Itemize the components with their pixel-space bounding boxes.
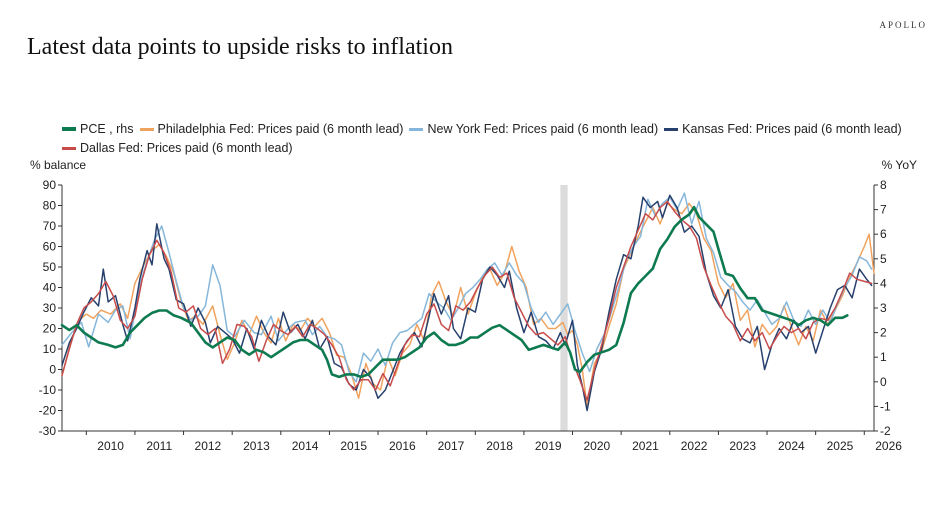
y-left-tick-label: 20 bbox=[43, 322, 57, 336]
x-tick-label: 2016 bbox=[389, 439, 416, 453]
x-tick-label: 2026 bbox=[875, 439, 902, 453]
y-left-tick-label: 30 bbox=[43, 301, 57, 315]
x-tick-label: 2010 bbox=[97, 439, 124, 453]
y-right-tick-label: 3 bbox=[880, 301, 887, 315]
legend-swatch-philadelphia bbox=[139, 127, 154, 131]
y-left-tick-label: 0 bbox=[49, 363, 56, 377]
legend-item-dallas: Dallas Fed: Prices paid (6 month lead) bbox=[62, 141, 293, 155]
legend-swatch-kansas bbox=[664, 127, 679, 131]
legend-item-philadelphia: Philadelphia Fed: Prices paid (6 month l… bbox=[139, 122, 404, 136]
x-tick-label: 2025 bbox=[827, 439, 854, 453]
y-right-tick-label: -1 bbox=[880, 399, 891, 413]
y-left-tick-label: 10 bbox=[43, 342, 57, 356]
y-right-tick-label: 2 bbox=[880, 326, 887, 340]
y-right-tick-label: 1 bbox=[880, 350, 887, 364]
y-left-tick-label: 50 bbox=[43, 260, 57, 274]
x-tick-label: 2022 bbox=[681, 439, 708, 453]
legend-label-new-york: New York Fed: Prices paid (6 month lead) bbox=[427, 122, 659, 136]
legend-label-philadelphia: Philadelphia Fed: Prices paid (6 month l… bbox=[157, 122, 404, 136]
y-left-tick-label: 70 bbox=[43, 219, 57, 233]
brand-logo-text: APOLLO bbox=[879, 20, 927, 30]
legend-label-pce: PCE , rhs bbox=[80, 122, 134, 136]
y-right-tick-label: 0 bbox=[880, 375, 887, 389]
legend-swatch-pce bbox=[62, 127, 76, 131]
x-tick-label: 2020 bbox=[583, 439, 610, 453]
y-right-tick-label: 4 bbox=[880, 276, 887, 290]
chart-legend: PCE , rhs Philadelphia Fed: Prices paid … bbox=[62, 122, 922, 155]
series-line-1 bbox=[61, 202, 875, 408]
legend-item-kansas: Kansas Fed: Prices paid (6 month lead) bbox=[664, 122, 902, 136]
chart-title: Latest data points to upside risks to in… bbox=[27, 34, 453, 60]
x-tick-label: 2024 bbox=[778, 439, 805, 453]
series-line-4 bbox=[61, 200, 873, 402]
x-tick-label: 2018 bbox=[486, 439, 513, 453]
y-left-tick-label: 60 bbox=[43, 240, 57, 254]
legend-swatch-new-york bbox=[409, 127, 424, 131]
legend-swatch-dallas bbox=[62, 146, 76, 150]
y-left-tick-label: 40 bbox=[43, 281, 57, 295]
legend-item-new-york: New York Fed: Prices paid (6 month lead) bbox=[409, 122, 658, 136]
x-tick-label: 2017 bbox=[438, 439, 465, 453]
series-line-0 bbox=[60, 205, 849, 379]
legend-label-kansas: Kansas Fed: Prices paid (6 month lead) bbox=[682, 122, 902, 136]
x-tick-label: 2013 bbox=[243, 439, 270, 453]
y-left-tick-label: 90 bbox=[43, 178, 57, 192]
x-tick-label: 2012 bbox=[195, 439, 222, 453]
legend-label-dallas: Dallas Fed: Prices paid (6 month lead) bbox=[80, 141, 293, 155]
series-line-2 bbox=[61, 192, 873, 383]
y-right-tick-label: 5 bbox=[880, 252, 887, 266]
x-tick-label: 2014 bbox=[292, 439, 319, 453]
y-right-tick-label: 7 bbox=[880, 203, 887, 217]
x-tick-label: 2015 bbox=[340, 439, 367, 453]
y-right-tick-label: 6 bbox=[880, 227, 887, 241]
y-axis-left-title: % balance bbox=[30, 158, 87, 172]
x-tick-label: 2019 bbox=[535, 439, 562, 453]
legend-item-pce: PCE , rhs bbox=[62, 122, 134, 136]
y-left-tick-label: -20 bbox=[39, 404, 57, 418]
y-right-tick-label: 8 bbox=[880, 178, 887, 192]
x-tick-label: 2021 bbox=[632, 439, 659, 453]
x-tick-label: 2023 bbox=[729, 439, 756, 453]
y-right-tick-label: -2 bbox=[880, 424, 891, 438]
y-left-tick-label: -10 bbox=[39, 383, 57, 397]
y-left-tick-label: 80 bbox=[43, 199, 57, 213]
series-line-3 bbox=[61, 194, 873, 412]
x-tick-label: 2011 bbox=[146, 439, 172, 453]
y-left-tick-label: -30 bbox=[39, 424, 57, 438]
y-axis-right-title: % YoY bbox=[881, 158, 917, 172]
